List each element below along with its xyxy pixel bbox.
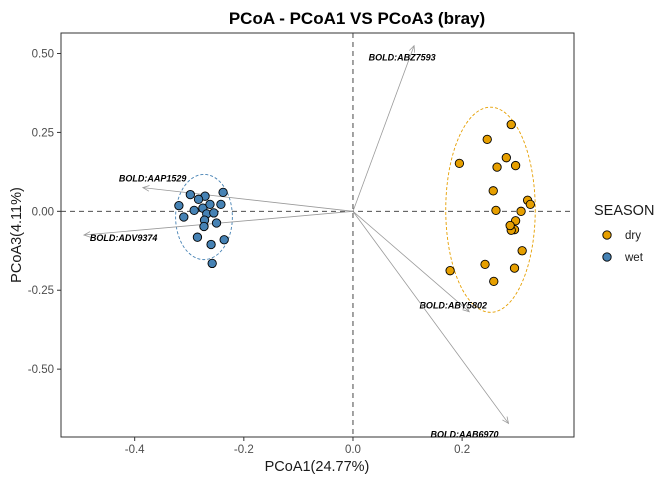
- reference-lines: [61, 33, 574, 437]
- x-axis-ticks: -0.4 -0.2 0.0 0.2: [125, 437, 470, 456]
- point-dry-5: [510, 160, 521, 171]
- point-wet-9: [205, 199, 215, 210]
- point-dry-17: [480, 259, 490, 270]
- vector-label-bold-aap1529: BOLD:AAP1529: [119, 174, 187, 184]
- point-wet-16: [192, 232, 203, 242]
- x-tick-label-2: 0.0: [345, 444, 361, 456]
- y-tick-label-2: 0.00: [32, 206, 54, 218]
- vector-line-bold-aab6970: [352, 211, 509, 424]
- legend-key-wet: [602, 252, 612, 262]
- x-axis-title: PCoA1(24.77%): [265, 459, 370, 475]
- vector-arrowhead-bold-aab6970: [502, 416, 510, 425]
- chart-title: PCoA - PCoA1 VS PCoA3 (bray): [229, 9, 485, 28]
- vector-label-bold-adv9374: BOLD:ADV9374: [90, 233, 158, 243]
- point-wet-7: [174, 200, 184, 211]
- vector-label-bold-aab6970: BOLD:AAB6970: [431, 429, 499, 439]
- vector-line-bold-aap1529: [142, 187, 354, 212]
- point-wet-4: [216, 199, 226, 210]
- confidence-ellipses: [175, 106, 536, 313]
- point-dry-15: [505, 220, 515, 231]
- point-dry-4: [501, 153, 511, 163]
- legend-label-dry: dry: [625, 230, 641, 242]
- vector-arrowhead-bold-abz7593: [408, 44, 415, 53]
- sample-points: [174, 119, 535, 287]
- vector-label-bold-aby5802: BOLD:ABY5802: [419, 301, 487, 311]
- vector-arrowhead-bold-adv9374: [82, 231, 91, 238]
- vector-line-bold-abz7593: [352, 45, 415, 212]
- ellipse-dry: [445, 106, 536, 313]
- legend: SEASON dry wet: [594, 203, 654, 264]
- vector-arrowhead-bold-aap1529: [141, 185, 150, 192]
- vector-arrowhead-bold-aby5802: [462, 305, 470, 313]
- legend-label-wet: wet: [624, 252, 644, 264]
- legend-key-dry: [602, 230, 612, 240]
- point-dry-16: [517, 246, 527, 256]
- y-axis-title: PCoA3(4.11%): [9, 187, 25, 283]
- point-dry-7: [488, 186, 498, 196]
- point-wet-13: [179, 212, 189, 222]
- point-wet-3: [218, 187, 228, 198]
- point-wet-8: [189, 205, 199, 216]
- y-tick-label-1: -0.25: [28, 285, 54, 297]
- x-tick-label-0: -0.4: [125, 444, 145, 456]
- legend-items: dry wet: [602, 230, 644, 264]
- point-wet-17: [219, 235, 229, 245]
- point-wet-19: [207, 258, 217, 269]
- y-tick-label-0: -0.50: [28, 364, 54, 376]
- y-axis-ticks: -0.50 -0.25 0.00 0.25 0.50: [28, 49, 61, 376]
- point-wet-1: [185, 189, 195, 200]
- point-wet-5: [193, 194, 204, 204]
- loading-vectors: BOLD:ABZ7593 BOLD:AAP1529 BOLD:ADV9374 BOLD…: [82, 44, 510, 439]
- y-tick-label-3: 0.25: [32, 127, 54, 139]
- point-dry-20: [489, 276, 499, 287]
- point-wet-11: [209, 208, 219, 218]
- x-tick-label-1: -0.2: [234, 444, 254, 456]
- point-dry-9: [525, 199, 535, 210]
- point-dry-2: [482, 134, 492, 145]
- legend-title: SEASON: [594, 203, 654, 219]
- x-tick-label-3: 0.2: [454, 444, 470, 456]
- point-dry-1: [506, 119, 516, 130]
- point-dry-6: [492, 162, 502, 172]
- plot-panel: [60, 32, 575, 438]
- point-dry-19: [445, 266, 455, 276]
- point-wet-15: [199, 221, 209, 232]
- y-tick-label-4: 0.50: [32, 49, 54, 61]
- point-dry-3: [454, 158, 465, 169]
- point-dry-11: [516, 206, 526, 216]
- ellipse-wet: [175, 173, 233, 261]
- point-dry-18: [509, 263, 520, 273]
- point-wet-14: [211, 218, 222, 228]
- vector-label-bold-abz7593: BOLD:ABZ7593: [369, 53, 436, 63]
- point-dry-10: [491, 205, 501, 216]
- vector-line-bold-aby5802: [352, 211, 470, 312]
- point-wet-18: [206, 239, 216, 250]
